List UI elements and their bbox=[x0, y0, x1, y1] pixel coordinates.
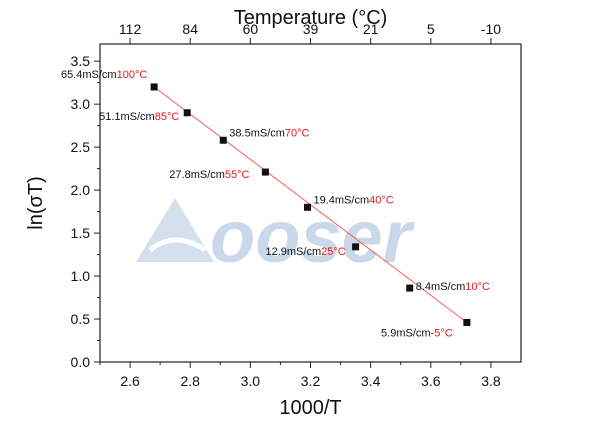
y-tick-label: 3.5 bbox=[71, 53, 91, 69]
x-tick-label: 3.8 bbox=[481, 373, 501, 389]
y-tick-label: 2.0 bbox=[71, 182, 91, 198]
y-tick-label: 0.0 bbox=[71, 354, 91, 370]
temperature-label: 70°C bbox=[285, 127, 310, 139]
temperature-label: 40°C bbox=[369, 194, 394, 206]
watermark-logo-wave-icon bbox=[148, 237, 207, 253]
x-tick-label: 3.4 bbox=[361, 373, 381, 389]
temperature-label: 85°C bbox=[155, 111, 180, 123]
data-point bbox=[406, 284, 414, 292]
temperature-label: 10°C bbox=[465, 281, 490, 293]
point-annotation: 38.5mS/cm70°C bbox=[229, 127, 309, 139]
x-tick-label: 3.0 bbox=[241, 373, 261, 389]
conductivity-label: 19.4mS/cm bbox=[313, 194, 369, 206]
point-annotation: 51.1mS/cm85°C bbox=[99, 111, 179, 123]
y-tick-label: 1.0 bbox=[71, 268, 91, 284]
top-tick-label: 84 bbox=[182, 21, 198, 37]
watermark-text: ooser bbox=[210, 195, 416, 278]
point-annotation: 19.4mS/cm40°C bbox=[313, 194, 393, 206]
x-tick-label: 2.6 bbox=[120, 373, 140, 389]
conductivity-label: 51.1mS/cm bbox=[99, 111, 155, 123]
temperature-label: 25°C bbox=[321, 246, 346, 258]
temperature-label: 100°C bbox=[117, 69, 148, 81]
conductivity-label: 12.9mS/cm bbox=[265, 246, 321, 258]
top-tick-label: 21 bbox=[363, 21, 379, 37]
top-tick-label: 39 bbox=[303, 21, 319, 37]
y-tick-label: 1.5 bbox=[71, 225, 91, 241]
watermark-logo-icon bbox=[136, 198, 214, 262]
temperature-label: -5°C bbox=[431, 327, 453, 339]
y-tick-label: 3.0 bbox=[71, 96, 91, 112]
axes: 2.6 2.8 3.0 3.2 3.4 3.6 3.8 0.0 0.5 1.0 1.5 2.0 2.5 3… bbox=[25, 7, 522, 419]
point-annotation: 12.9mS/cm25°C bbox=[265, 246, 345, 258]
top-tick-label: 112 bbox=[119, 21, 142, 37]
x-tick-label: 2.8 bbox=[180, 373, 200, 389]
top-tick-label: 60 bbox=[243, 21, 259, 37]
y-tick-label: 0.5 bbox=[71, 311, 91, 327]
data-point bbox=[219, 136, 227, 144]
y-tick-label: 2.5 bbox=[71, 139, 91, 155]
top-axis-title: Temperature (°C) bbox=[234, 7, 388, 29]
data-point bbox=[261, 168, 269, 176]
point-annotation: 65.4mS/cm100°C bbox=[61, 69, 147, 81]
conductivity-label: 27.8mS/cm bbox=[169, 169, 225, 181]
x-tick-label: 3.2 bbox=[301, 373, 321, 389]
top-tick-label: -10 bbox=[481, 21, 501, 37]
data-point bbox=[463, 318, 471, 326]
data-annotations: 65.4mS/cm100°C 51.1mS/cm85°C 38.5mS/cm70°C… bbox=[61, 69, 490, 339]
data-point bbox=[352, 243, 360, 251]
point-annotation: 8.4mS/cm10°C bbox=[416, 281, 490, 293]
top-tick-label: 5 bbox=[427, 21, 435, 37]
conductivity-label: 8.4mS/cm bbox=[416, 281, 466, 293]
data-points bbox=[150, 83, 471, 326]
conductivity-label: 5.9mS/cm bbox=[381, 327, 431, 339]
conductivity-label: 38.5mS/cm bbox=[229, 127, 285, 139]
temperature-label: 55°C bbox=[225, 169, 250, 181]
x-tick-label: 3.6 bbox=[421, 373, 441, 389]
conductivity-label: 65.4mS/cm bbox=[61, 69, 117, 81]
y-axis-title: ln(σT) bbox=[25, 176, 47, 229]
data-point bbox=[150, 83, 158, 91]
data-point bbox=[183, 109, 191, 117]
x-axis-title: 1000/T bbox=[279, 397, 341, 419]
watermark: ooser bbox=[136, 195, 416, 278]
point-annotation: 27.8mS/cm55°C bbox=[169, 169, 249, 181]
data-point bbox=[303, 203, 311, 211]
point-annotation: 5.9mS/cm-5°C bbox=[381, 327, 453, 339]
